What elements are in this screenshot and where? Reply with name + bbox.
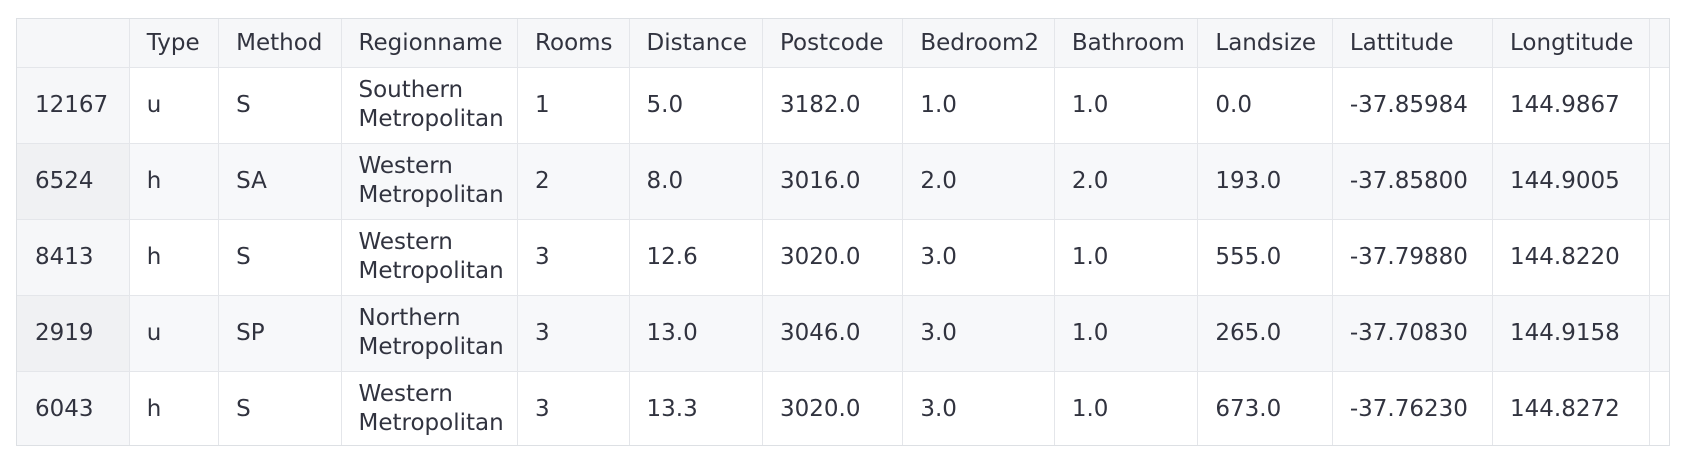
cell-method[interactable]: SP — [218, 295, 342, 372]
table-row: 6043 h S Western Metropolitan 3 13.3 302… — [17, 371, 1669, 445]
table-row: 2919 u SP Northern Metropolitan 3 13.0 3… — [17, 295, 1669, 372]
cell-bathroom[interactable]: 1.0 — [1054, 295, 1199, 372]
cell-bedroom2[interactable]: 3.0 — [902, 219, 1055, 296]
header-row: Type Method Regionname Rooms Distance Po… — [17, 19, 1669, 68]
cell-distance[interactable]: 8.0 — [629, 143, 763, 220]
cell-rooms[interactable]: 3 — [517, 295, 630, 372]
cell-method[interactable]: S — [218, 219, 342, 296]
cell-landsize[interactable]: 673.0 — [1197, 371, 1333, 445]
cell-postcode[interactable]: 3016.0 — [762, 143, 904, 220]
row-overflow-cell — [1649, 143, 1669, 220]
cell-distance[interactable]: 13.3 — [629, 371, 763, 445]
cell-type[interactable]: h — [129, 143, 220, 220]
cell-landsize[interactable]: 0.0 — [1197, 67, 1333, 144]
cell-lattitude[interactable]: -37.85800 — [1332, 143, 1494, 220]
cell-method[interactable]: S — [218, 67, 342, 144]
cell-longtitude[interactable]: 144.8220 — [1492, 219, 1650, 296]
column-header-lattitude[interactable]: Lattitude — [1332, 19, 1494, 68]
cell-rooms[interactable]: 2 — [517, 143, 630, 220]
cell-lattitude[interactable]: -37.79880 — [1332, 219, 1494, 296]
cell-landsize[interactable]: 193.0 — [1197, 143, 1333, 220]
cell-bathroom[interactable]: 1.0 — [1054, 67, 1199, 144]
column-header-type[interactable]: Type — [129, 19, 220, 68]
cell-postcode[interactable]: 3046.0 — [762, 295, 904, 372]
cell-type[interactable]: h — [129, 219, 220, 296]
cell-longtitude[interactable]: 144.9867 — [1492, 67, 1650, 144]
column-header-regionname[interactable]: Regionname — [341, 19, 519, 68]
column-header-longtitude[interactable]: Longtitude — [1492, 19, 1650, 68]
cell-postcode[interactable]: 3020.0 — [762, 219, 904, 296]
cell-lattitude[interactable]: -37.70830 — [1332, 295, 1494, 372]
column-header-distance[interactable]: Distance — [629, 19, 763, 68]
cell-bathroom[interactable]: 1.0 — [1054, 371, 1199, 445]
row-index[interactable]: 2919 — [17, 295, 130, 372]
dataframe-viewer[interactable]: Type Method Regionname Rooms Distance Po… — [16, 18, 1670, 446]
cell-bathroom[interactable]: 2.0 — [1054, 143, 1199, 220]
cell-regionname[interactable]: Southern Metropolitan — [341, 67, 519, 144]
row-index[interactable]: 6043 — [17, 371, 130, 445]
cell-distance[interactable]: 12.6 — [629, 219, 763, 296]
row-overflow-cell — [1649, 67, 1669, 144]
cell-bedroom2[interactable]: 3.0 — [902, 295, 1055, 372]
cell-longtitude[interactable]: 144.9158 — [1492, 295, 1650, 372]
column-header-method[interactable]: Method — [218, 19, 342, 68]
table-row: 6524 h SA Western Metropolitan 2 8.0 301… — [17, 143, 1669, 220]
cell-distance[interactable]: 5.0 — [629, 67, 763, 144]
row-index[interactable]: 6524 — [17, 143, 130, 220]
cell-method[interactable]: SA — [218, 143, 342, 220]
row-overflow-cell — [1649, 219, 1669, 296]
table-row: 8413 h S Western Metropolitan 3 12.6 302… — [17, 219, 1669, 296]
cell-lattitude[interactable]: -37.76230 — [1332, 371, 1494, 445]
column-header-bathroom[interactable]: Bathroom — [1054, 19, 1199, 68]
column-header-postcode[interactable]: Postcode — [762, 19, 904, 68]
row-index[interactable]: 8413 — [17, 219, 130, 296]
cell-rooms[interactable]: 1 — [517, 67, 630, 144]
cell-landsize[interactable]: 555.0 — [1197, 219, 1333, 296]
cell-longtitude[interactable]: 144.8272 — [1492, 371, 1650, 445]
cell-postcode[interactable]: 3020.0 — [762, 371, 904, 445]
index-header[interactable] — [17, 19, 130, 68]
header-overflow-cell — [1649, 19, 1669, 68]
column-header-rooms[interactable]: Rooms — [517, 19, 630, 68]
cell-bathroom[interactable]: 1.0 — [1054, 219, 1199, 296]
data-table: Type Method Regionname Rooms Distance Po… — [17, 19, 1669, 445]
cell-bedroom2[interactable]: 1.0 — [902, 67, 1055, 144]
column-header-bedroom2[interactable]: Bedroom2 — [902, 19, 1055, 68]
row-index[interactable]: 12167 — [17, 67, 130, 144]
table-row: 12167 u S Southern Metropolitan 1 5.0 31… — [17, 67, 1669, 144]
cell-rooms[interactable]: 3 — [517, 219, 630, 296]
cell-type[interactable]: u — [129, 295, 220, 372]
row-overflow-cell — [1649, 295, 1669, 372]
cell-method[interactable]: S — [218, 371, 342, 445]
cell-regionname[interactable]: Western Metropolitan — [341, 219, 519, 296]
cell-landsize[interactable]: 265.0 — [1197, 295, 1333, 372]
row-overflow-cell — [1649, 371, 1669, 445]
cell-type[interactable]: h — [129, 371, 220, 445]
cell-bedroom2[interactable]: 2.0 — [902, 143, 1055, 220]
cell-regionname[interactable]: Western Metropolitan — [341, 143, 519, 220]
column-header-landsize[interactable]: Landsize — [1197, 19, 1333, 68]
cell-postcode[interactable]: 3182.0 — [762, 67, 904, 144]
cell-regionname[interactable]: Western Metropolitan — [341, 371, 519, 445]
cell-regionname[interactable]: Northern Metropolitan — [341, 295, 519, 372]
cell-longtitude[interactable]: 144.9005 — [1492, 143, 1650, 220]
cell-distance[interactable]: 13.0 — [629, 295, 763, 372]
cell-type[interactable]: u — [129, 67, 220, 144]
cell-bedroom2[interactable]: 3.0 — [902, 371, 1055, 445]
cell-rooms[interactable]: 3 — [517, 371, 630, 445]
cell-lattitude[interactable]: -37.85984 — [1332, 67, 1494, 144]
